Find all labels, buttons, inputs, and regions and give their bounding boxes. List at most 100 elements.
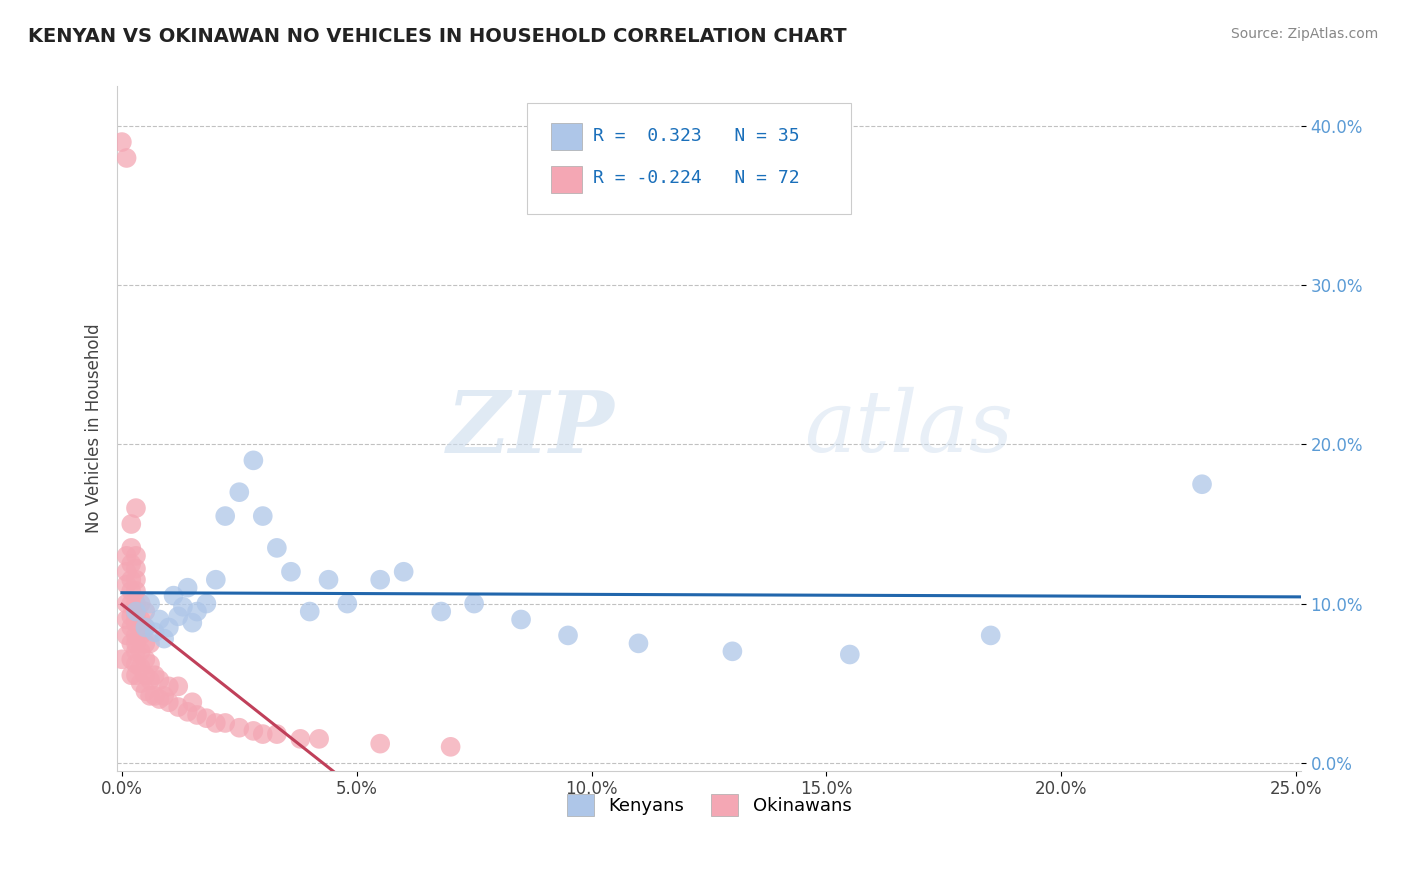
Point xyxy=(115,613,138,627)
Point xyxy=(172,599,194,614)
Point xyxy=(510,613,533,627)
Point xyxy=(228,721,250,735)
Point xyxy=(290,731,312,746)
Point xyxy=(115,577,138,591)
Text: R =  0.323   N = 35: R = 0.323 N = 35 xyxy=(593,127,800,145)
Point xyxy=(266,727,288,741)
Point xyxy=(125,628,148,642)
Point xyxy=(392,565,415,579)
Point xyxy=(134,605,156,619)
Point xyxy=(153,689,176,703)
Text: R = -0.224   N = 72: R = -0.224 N = 72 xyxy=(593,169,800,187)
Point xyxy=(280,565,302,579)
Point xyxy=(115,565,138,579)
Point xyxy=(1191,477,1213,491)
Point xyxy=(318,573,340,587)
Point xyxy=(125,561,148,575)
Point xyxy=(980,628,1002,642)
Point xyxy=(125,644,148,658)
Point xyxy=(125,609,148,624)
Point xyxy=(298,605,321,619)
Point xyxy=(120,597,142,611)
Point xyxy=(368,573,391,587)
Point xyxy=(242,723,264,738)
Point xyxy=(148,673,170,687)
Text: KENYAN VS OKINAWAN NO VEHICLES IN HOUSEHOLD CORRELATION CHART: KENYAN VS OKINAWAN NO VEHICLES IN HOUSEH… xyxy=(28,27,846,45)
Point xyxy=(134,636,156,650)
Point xyxy=(129,628,152,642)
Point xyxy=(252,509,274,524)
Point xyxy=(153,632,176,646)
Point xyxy=(252,727,274,741)
Point xyxy=(186,605,208,619)
Point xyxy=(120,668,142,682)
Point xyxy=(186,708,208,723)
Point xyxy=(143,668,166,682)
Point xyxy=(228,485,250,500)
Point xyxy=(125,549,148,563)
Text: Source: ZipAtlas.com: Source: ZipAtlas.com xyxy=(1230,27,1378,41)
Point xyxy=(125,636,148,650)
Point xyxy=(125,668,148,682)
Point xyxy=(167,679,190,693)
Point xyxy=(430,605,453,619)
Point xyxy=(139,657,162,671)
Point xyxy=(120,573,142,587)
Point xyxy=(167,609,190,624)
Point xyxy=(120,620,142,634)
Point xyxy=(125,657,148,671)
Point xyxy=(308,731,330,746)
Point xyxy=(162,589,184,603)
Point xyxy=(134,684,156,698)
Point xyxy=(195,711,218,725)
Point xyxy=(176,581,198,595)
Point xyxy=(115,549,138,563)
Point xyxy=(148,613,170,627)
Point xyxy=(115,597,138,611)
Text: atlas: atlas xyxy=(804,387,1012,470)
Point xyxy=(139,636,162,650)
Point xyxy=(129,660,152,674)
Point xyxy=(157,620,180,634)
Point xyxy=(129,676,152,690)
Point xyxy=(125,583,148,598)
Point xyxy=(336,597,359,611)
Point xyxy=(125,501,148,516)
Point xyxy=(157,695,180,709)
Point xyxy=(115,628,138,642)
Point xyxy=(266,541,288,555)
Point xyxy=(627,636,650,650)
Point xyxy=(120,609,142,624)
Point xyxy=(167,700,190,714)
Point xyxy=(214,715,236,730)
Point xyxy=(143,689,166,703)
Point xyxy=(838,648,860,662)
Point xyxy=(143,625,166,640)
Point xyxy=(115,151,138,165)
Point xyxy=(157,679,180,693)
Point xyxy=(134,620,156,634)
Point xyxy=(463,597,485,611)
Point xyxy=(368,737,391,751)
Point xyxy=(242,453,264,467)
Point xyxy=(134,668,156,682)
Point xyxy=(214,509,236,524)
Point xyxy=(557,628,579,642)
Point xyxy=(139,597,162,611)
Point xyxy=(721,644,744,658)
Point xyxy=(120,636,142,650)
Point xyxy=(176,705,198,719)
Point xyxy=(120,516,142,531)
Point xyxy=(148,692,170,706)
Y-axis label: No Vehicles in Household: No Vehicles in Household xyxy=(86,324,103,533)
Point xyxy=(181,695,204,709)
Point xyxy=(129,597,152,611)
Point xyxy=(440,739,463,754)
Point xyxy=(111,135,134,149)
Point xyxy=(120,583,142,598)
Point xyxy=(204,573,226,587)
Point xyxy=(204,715,226,730)
Point xyxy=(125,597,148,611)
Point xyxy=(139,673,162,687)
Point xyxy=(125,573,148,587)
